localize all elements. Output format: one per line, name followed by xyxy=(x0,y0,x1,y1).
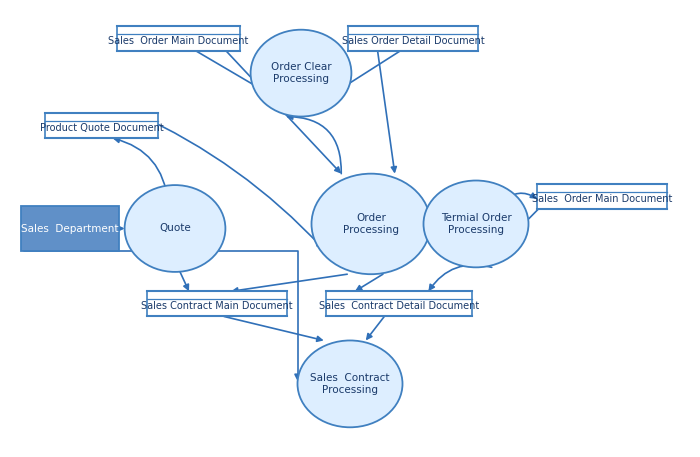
Ellipse shape xyxy=(298,340,402,427)
Ellipse shape xyxy=(312,174,430,274)
Text: Sales  Order Main Document: Sales Order Main Document xyxy=(108,36,248,46)
FancyBboxPatch shape xyxy=(118,26,239,51)
FancyBboxPatch shape xyxy=(21,206,119,251)
Text: Sales Contract Main Document: Sales Contract Main Document xyxy=(141,301,293,311)
FancyBboxPatch shape xyxy=(147,292,287,316)
Ellipse shape xyxy=(251,30,351,117)
FancyBboxPatch shape xyxy=(349,26,477,51)
Text: Sales Order Detail Document: Sales Order Detail Document xyxy=(342,36,484,46)
Text: Sales  Department: Sales Department xyxy=(21,223,119,234)
Text: Order
Processing: Order Processing xyxy=(343,213,399,235)
Text: Product Quote Document: Product Quote Document xyxy=(40,122,163,133)
FancyBboxPatch shape xyxy=(326,292,472,316)
Text: Quote: Quote xyxy=(159,223,191,234)
Text: Sales  Contract
Processing: Sales Contract Processing xyxy=(310,373,390,395)
Text: Sales  Order Main Document: Sales Order Main Document xyxy=(532,193,672,203)
Text: Termial Order
Processing: Termial Order Processing xyxy=(440,213,512,235)
Text: Sales  Contract Detail Document: Sales Contract Detail Document xyxy=(319,301,479,311)
Ellipse shape xyxy=(424,181,528,267)
FancyBboxPatch shape xyxy=(538,184,666,209)
Ellipse shape xyxy=(125,185,225,272)
FancyBboxPatch shape xyxy=(46,113,158,138)
Text: Order Clear
Processing: Order Clear Processing xyxy=(271,62,331,84)
